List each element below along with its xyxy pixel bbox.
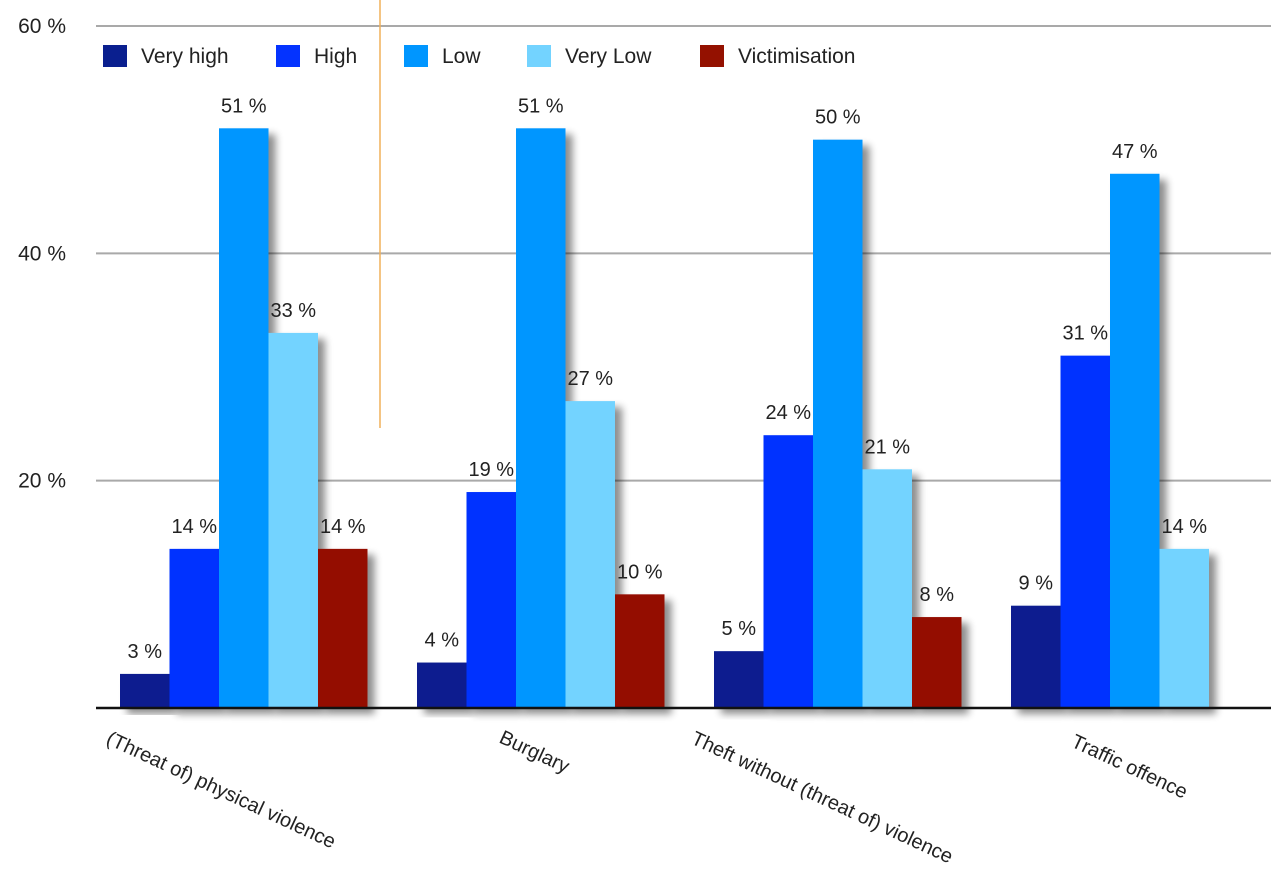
data-label: 21 % xyxy=(864,436,910,458)
data-label: 3 % xyxy=(128,641,163,663)
data-labels: 3 % 14 % 51 % 33 % 14 % 4 % 19 % 51 % 27 % 10 % 5 … xyxy=(128,95,1208,663)
y-tick-label: 20 % xyxy=(18,470,66,493)
bar-very-high-traffic-offence xyxy=(1011,605,1061,708)
legend-label: Very high xyxy=(141,45,229,68)
bar-high-burglary xyxy=(466,492,516,708)
data-label: 31 % xyxy=(1062,323,1108,345)
legend-swatch-very-low xyxy=(527,45,551,67)
bar-very-low-traffic-offence xyxy=(1159,548,1209,708)
bar-high-theft-without-threat-of-violence xyxy=(763,435,813,708)
data-label: 24 % xyxy=(765,402,811,424)
data-label: 33 % xyxy=(270,300,316,322)
data-label: 9 % xyxy=(1019,573,1054,595)
bar-high-traffic-offence xyxy=(1060,355,1110,708)
data-label: 51 % xyxy=(518,95,564,117)
data-label: 10 % xyxy=(617,561,663,583)
bar-very-low-theft-without-threat-of-violence xyxy=(862,469,912,708)
legend-label: Low xyxy=(442,45,481,68)
legend-label: Very Low xyxy=(565,45,652,68)
legend-swatch-high xyxy=(276,45,300,67)
bar-very-low-threat-of-physical-violence xyxy=(268,332,318,708)
data-label: 14 % xyxy=(1161,516,1207,538)
bar-very-high-burglary xyxy=(417,662,467,708)
data-label: 8 % xyxy=(920,584,955,606)
bar-victimisation-threat-of-physical-violence xyxy=(318,548,368,708)
category-label: (Threat of) physical violence xyxy=(103,728,339,854)
legend-swatch-victimisation xyxy=(700,45,724,67)
legend: Very high High Low Very Low Victimisation xyxy=(103,45,856,68)
bar-very-high-threat-of-physical-violence xyxy=(120,673,170,708)
legend-label: High xyxy=(314,45,357,68)
bar-very-high-theft-without-threat-of-violence xyxy=(714,651,764,708)
y-tick-label: 60 % xyxy=(18,15,66,38)
data-label: 14 % xyxy=(320,516,366,538)
y-tick-label: 40 % xyxy=(18,242,66,265)
category-label: Burglary xyxy=(496,727,573,778)
bar-low-burglary xyxy=(516,128,566,709)
bar-low-theft-without-threat-of-violence xyxy=(813,139,863,708)
bar-low-traffic-offence xyxy=(1110,173,1160,708)
data-label: 5 % xyxy=(722,618,757,640)
bar-victimisation-burglary xyxy=(615,594,665,708)
bar-very-low-burglary xyxy=(565,401,615,708)
category-label: Theft without (threat of) violence xyxy=(688,728,956,869)
legend-label: Victimisation xyxy=(738,45,856,68)
legend-swatch-low xyxy=(404,45,428,67)
data-label: 19 % xyxy=(468,459,514,481)
y-axis-ticks: 20 % 40 % 60 % xyxy=(18,15,66,493)
data-label: 27 % xyxy=(567,368,613,390)
data-label: 47 % xyxy=(1112,141,1158,163)
data-label: 14 % xyxy=(171,516,217,538)
bar-low-threat-of-physical-violence xyxy=(219,128,269,709)
bar-victimisation-theft-without-threat-of-violence xyxy=(912,617,962,708)
data-label: 4 % xyxy=(425,630,460,652)
category-label: Traffic offence xyxy=(1068,731,1191,804)
legend-swatch-very-high xyxy=(103,45,127,67)
data-label: 50 % xyxy=(815,107,861,129)
category-labels: (Threat of) physical violence Burglary The… xyxy=(103,727,1191,869)
bars xyxy=(120,128,1209,709)
data-label: 51 % xyxy=(221,95,267,117)
bar-high-threat-of-physical-violence xyxy=(169,548,219,708)
